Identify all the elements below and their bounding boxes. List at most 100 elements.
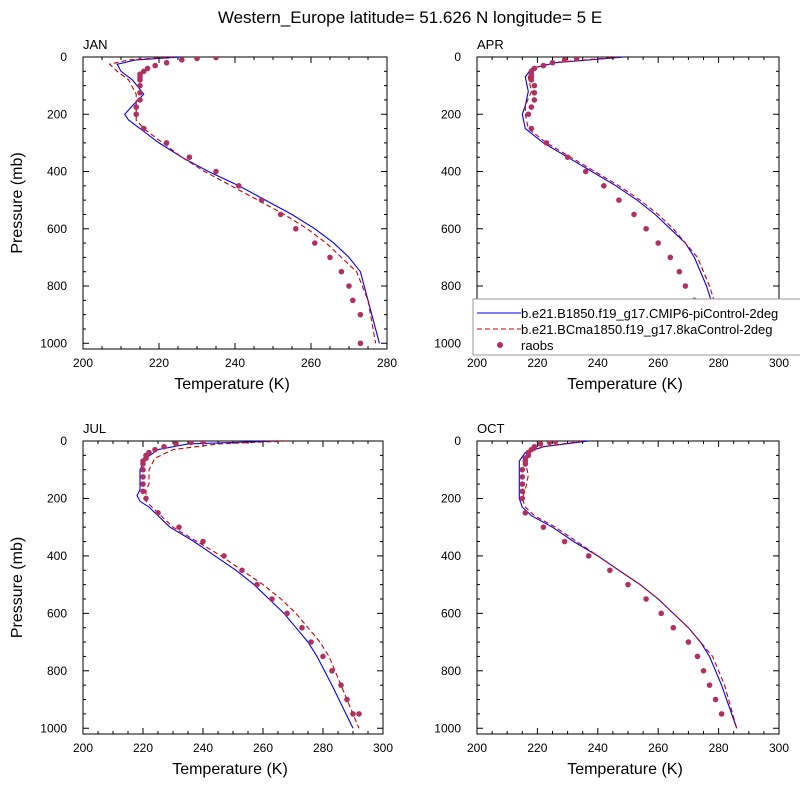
x-tick-label: 260 xyxy=(301,356,321,370)
raobs-point xyxy=(531,89,538,96)
x-tick-label: 220 xyxy=(527,356,547,370)
x-tick-label: 200 xyxy=(73,356,93,370)
panel-jan: JAN 200 220 240 260 280 0 200 400 600 800 1000 Tempe… xyxy=(9,37,397,393)
x-axis-label: Temperature (K) xyxy=(567,376,683,393)
panel-label: JAN xyxy=(83,37,108,52)
raobs-point xyxy=(625,581,631,588)
raobs-point xyxy=(519,495,526,502)
y-tick-label: 200 xyxy=(441,107,461,121)
raobs-point xyxy=(236,183,242,189)
raobs-point xyxy=(194,57,200,62)
y-tick-label: 0 xyxy=(454,50,461,64)
x-tick-label: 300 xyxy=(769,356,789,370)
plot-area xyxy=(518,441,738,729)
raobs-point xyxy=(143,495,149,502)
raobs-point xyxy=(346,283,352,289)
series-line-8kacontrol xyxy=(108,57,377,344)
y-tick-label: 600 xyxy=(47,222,67,236)
raobs-point xyxy=(140,474,146,480)
raobs-point xyxy=(582,168,589,175)
raobs-point xyxy=(519,474,526,480)
raobs-point xyxy=(176,524,182,530)
raobs-point xyxy=(140,466,146,473)
y-tick-label: 0 xyxy=(454,434,461,448)
y-tick-label: 800 xyxy=(441,279,461,293)
raobs-point xyxy=(141,125,147,132)
raobs-point xyxy=(213,168,219,175)
x-tick-label: 300 xyxy=(373,741,393,755)
raobs-point xyxy=(161,443,167,450)
raobs-point xyxy=(670,624,677,631)
plot-frame xyxy=(82,440,384,735)
raobs-point xyxy=(329,668,335,674)
raobs-point xyxy=(327,254,333,261)
plot-frame xyxy=(82,56,388,350)
y-tick-label: 800 xyxy=(441,664,461,678)
raobs-point xyxy=(320,653,326,660)
raobs-point xyxy=(137,97,143,103)
y-axis-label: Pressure (mb) xyxy=(9,537,26,638)
raobs-point xyxy=(133,111,139,118)
y-tick-label: 600 xyxy=(47,606,67,620)
x-tick-label: 220 xyxy=(527,741,547,755)
x-tick-label: 260 xyxy=(648,356,668,370)
raobs-point xyxy=(173,441,179,447)
raobs-point xyxy=(658,610,665,617)
raobs-point xyxy=(188,441,194,446)
figure-title: Western_Europe latitude= 51.626 N longit… xyxy=(218,8,602,27)
raobs-point xyxy=(676,268,683,275)
raobs-point xyxy=(163,140,170,146)
raobs-point xyxy=(531,97,538,103)
y-tick-label: 400 xyxy=(441,165,461,179)
raobs-point xyxy=(356,711,362,717)
raobs-point xyxy=(277,211,284,218)
x-tick-label: 240 xyxy=(193,741,213,755)
y-tick-label: 1000 xyxy=(434,336,461,350)
y-tick-label: 400 xyxy=(441,549,461,563)
raobs-point xyxy=(293,225,299,232)
x-tick-label: 240 xyxy=(225,356,245,370)
y-tick-label: 0 xyxy=(60,50,67,64)
raobs-point xyxy=(344,696,350,703)
series-line-8kacontrol xyxy=(145,441,360,729)
raobs-point xyxy=(700,668,707,674)
raobs-point xyxy=(712,696,719,703)
raobs-point xyxy=(186,154,193,160)
y-tick-label: 400 xyxy=(47,549,67,563)
x-tick-label: 300 xyxy=(769,741,789,755)
raobs-point xyxy=(631,211,637,218)
raobs-point xyxy=(200,441,206,445)
raobs-point xyxy=(546,441,553,446)
x-tick-label: 280 xyxy=(709,356,729,370)
raobs-point xyxy=(561,538,568,545)
raobs-point xyxy=(350,297,356,304)
series-line-picontrol xyxy=(136,441,354,729)
raobs-point xyxy=(528,104,535,110)
raobs-point xyxy=(718,711,725,717)
raobs-point xyxy=(239,567,245,574)
raobs-point xyxy=(137,89,143,96)
raobs-point xyxy=(213,57,219,61)
x-tick-label: 260 xyxy=(648,741,668,755)
raobs-point xyxy=(269,596,275,602)
y-tick-label: 200 xyxy=(47,107,67,121)
x-tick-label: 240 xyxy=(588,356,608,370)
raobs-point xyxy=(141,68,147,75)
x-axis-label: Temperature (K) xyxy=(567,761,683,778)
y-tick-label: 400 xyxy=(47,165,67,179)
panel-label: APR xyxy=(477,37,504,52)
plot-area xyxy=(136,441,362,729)
y-tick-label: 800 xyxy=(47,664,67,678)
raobs-point xyxy=(163,59,170,66)
raobs-point xyxy=(643,596,649,602)
raobs-point xyxy=(643,225,649,232)
panel-label: JUL xyxy=(83,421,106,436)
series-line-picontrol xyxy=(521,57,723,344)
raobs-point xyxy=(312,240,318,246)
raobs-point xyxy=(573,57,580,62)
raobs-point xyxy=(133,104,139,110)
panels: JAN 200 220 240 260 280 0 200 400 600 800 1000 Tempe… xyxy=(9,37,789,778)
raobs-point xyxy=(564,154,571,160)
x-tick-label: 240 xyxy=(588,741,608,755)
